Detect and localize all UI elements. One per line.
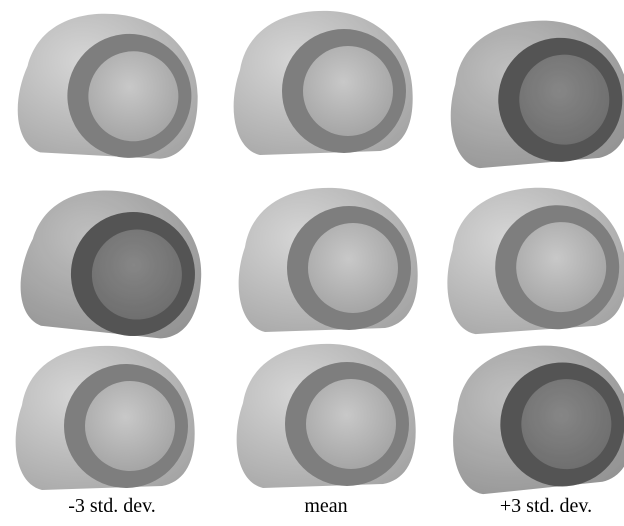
shape [14,6,205,165]
shape [239,188,418,332]
column-label: -3 std. dev. [68,495,156,517]
column-label: +3 std. dev. [500,495,592,517]
shape [447,340,624,496]
column-label: mean [304,495,347,517]
figure: -3 std. dev. mean +3 std. dev. [0,0,624,526]
shape [444,185,624,335]
shape-grid [14,6,624,496]
shape [234,11,413,155]
shape [237,344,416,488]
shape [16,346,195,490]
shape [446,16,624,169]
shape [15,179,212,347]
